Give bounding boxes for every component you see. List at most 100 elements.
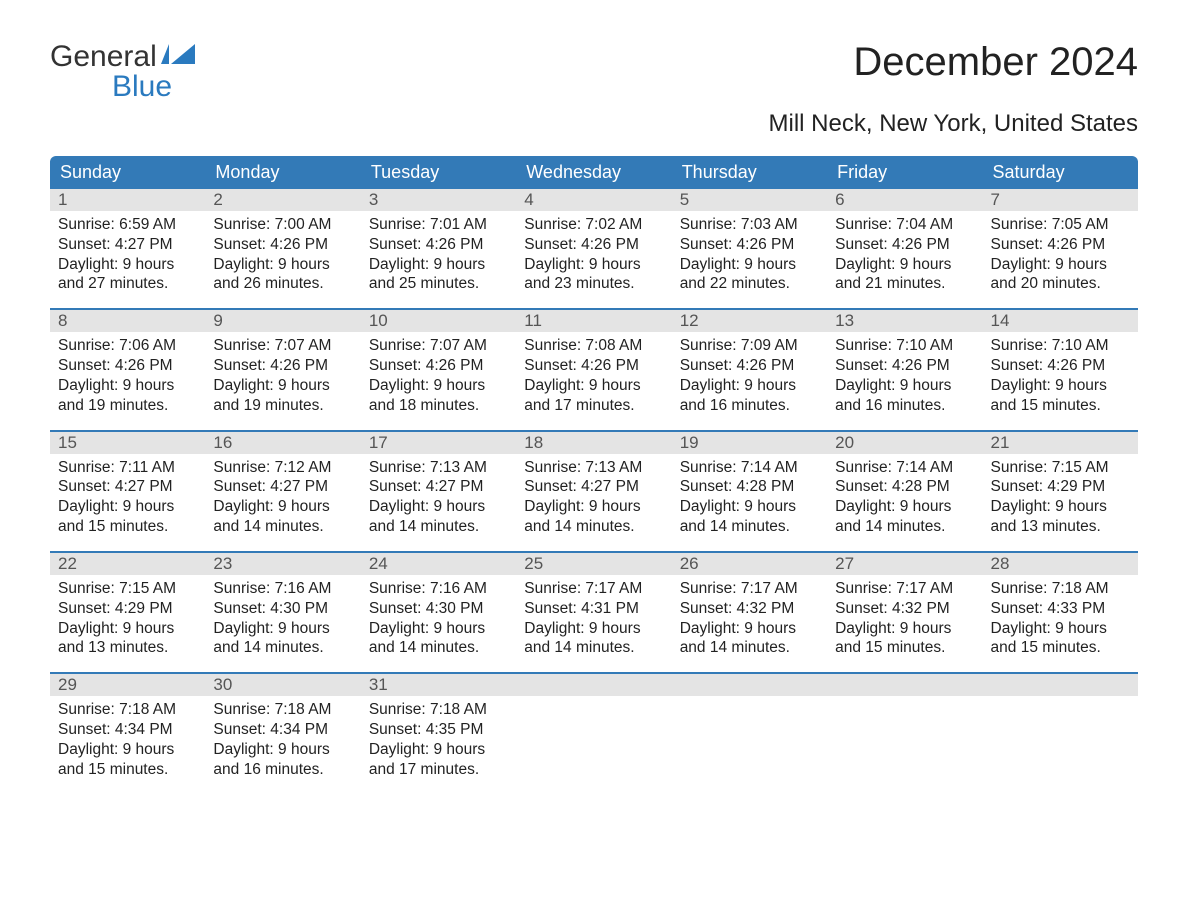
daylight-line2: and 19 minutes. (213, 396, 352, 416)
weekday-header: Friday (827, 156, 982, 189)
daylight-line2: and 19 minutes. (58, 396, 197, 416)
day-body: Sunrise: 7:17 AMSunset: 4:32 PMDaylight:… (672, 575, 827, 658)
daylight-line2: and 15 minutes. (991, 396, 1130, 416)
day-cell (983, 674, 1138, 793)
day-cell: 8Sunrise: 7:06 AMSunset: 4:26 PMDaylight… (50, 310, 205, 429)
day-number (516, 674, 671, 696)
sunrise-text: Sunrise: 7:03 AM (680, 215, 819, 235)
day-number: 20 (827, 432, 982, 454)
day-cell: 15Sunrise: 7:11 AMSunset: 4:27 PMDayligh… (50, 432, 205, 551)
sunset-text: Sunset: 4:26 PM (369, 356, 508, 376)
sunrise-text: Sunrise: 7:07 AM (369, 336, 508, 356)
daylight-line1: Daylight: 9 hours (213, 740, 352, 760)
sunset-text: Sunset: 4:26 PM (680, 235, 819, 255)
daylight-line1: Daylight: 9 hours (213, 619, 352, 639)
weekday-header: Sunday (50, 156, 205, 189)
sunset-text: Sunset: 4:26 PM (680, 356, 819, 376)
sunrise-text: Sunrise: 7:11 AM (58, 458, 197, 478)
sunrise-text: Sunrise: 7:17 AM (835, 579, 974, 599)
day-body: Sunrise: 7:15 AMSunset: 4:29 PMDaylight:… (983, 454, 1138, 537)
day-cell (827, 674, 982, 793)
day-cell: 18Sunrise: 7:13 AMSunset: 4:27 PMDayligh… (516, 432, 671, 551)
day-body: Sunrise: 7:14 AMSunset: 4:28 PMDaylight:… (672, 454, 827, 537)
daylight-line2: and 17 minutes. (524, 396, 663, 416)
day-body: Sunrise: 7:10 AMSunset: 4:26 PMDaylight:… (827, 332, 982, 415)
sunrise-text: Sunrise: 7:09 AM (680, 336, 819, 356)
day-number: 27 (827, 553, 982, 575)
day-number: 5 (672, 189, 827, 211)
sunrise-text: Sunrise: 7:16 AM (369, 579, 508, 599)
day-number: 30 (205, 674, 360, 696)
daylight-line2: and 18 minutes. (369, 396, 508, 416)
day-body: Sunrise: 7:14 AMSunset: 4:28 PMDaylight:… (827, 454, 982, 537)
day-body: Sunrise: 6:59 AMSunset: 4:27 PMDaylight:… (50, 211, 205, 294)
daylight-line2: and 15 minutes. (58, 760, 197, 780)
day-number: 24 (361, 553, 516, 575)
day-cell: 12Sunrise: 7:09 AMSunset: 4:26 PMDayligh… (672, 310, 827, 429)
day-number: 26 (672, 553, 827, 575)
daylight-line1: Daylight: 9 hours (680, 376, 819, 396)
sunset-text: Sunset: 4:26 PM (213, 356, 352, 376)
daylight-line1: Daylight: 9 hours (524, 619, 663, 639)
brand-bottom: Blue (50, 72, 195, 102)
weekday-header: Saturday (983, 156, 1138, 189)
sunrise-text: Sunrise: 7:16 AM (213, 579, 352, 599)
day-cell: 30Sunrise: 7:18 AMSunset: 4:34 PMDayligh… (205, 674, 360, 793)
daylight-line1: Daylight: 9 hours (835, 376, 974, 396)
daylight-line1: Daylight: 9 hours (213, 497, 352, 517)
day-number: 31 (361, 674, 516, 696)
day-body: Sunrise: 7:05 AMSunset: 4:26 PMDaylight:… (983, 211, 1138, 294)
daylight-line2: and 13 minutes. (991, 517, 1130, 537)
day-cell (672, 674, 827, 793)
day-number: 7 (983, 189, 1138, 211)
daylight-line1: Daylight: 9 hours (369, 376, 508, 396)
daylight-line1: Daylight: 9 hours (213, 255, 352, 275)
sunrise-text: Sunrise: 7:08 AM (524, 336, 663, 356)
daylight-line1: Daylight: 9 hours (369, 740, 508, 760)
daylight-line1: Daylight: 9 hours (58, 740, 197, 760)
day-cell: 27Sunrise: 7:17 AMSunset: 4:32 PMDayligh… (827, 553, 982, 672)
sunset-text: Sunset: 4:30 PM (369, 599, 508, 619)
day-cell: 23Sunrise: 7:16 AMSunset: 4:30 PMDayligh… (205, 553, 360, 672)
day-body: Sunrise: 7:07 AMSunset: 4:26 PMDaylight:… (361, 332, 516, 415)
day-number: 3 (361, 189, 516, 211)
day-body: Sunrise: 7:17 AMSunset: 4:32 PMDaylight:… (827, 575, 982, 658)
sunset-text: Sunset: 4:27 PM (58, 235, 197, 255)
day-number (827, 674, 982, 696)
sunrise-text: Sunrise: 7:12 AM (213, 458, 352, 478)
daylight-line1: Daylight: 9 hours (524, 255, 663, 275)
daylight-line2: and 23 minutes. (524, 274, 663, 294)
day-number: 25 (516, 553, 671, 575)
daylight-line1: Daylight: 9 hours (991, 376, 1130, 396)
day-body: Sunrise: 7:18 AMSunset: 4:34 PMDaylight:… (50, 696, 205, 779)
day-body: Sunrise: 7:08 AMSunset: 4:26 PMDaylight:… (516, 332, 671, 415)
day-body: Sunrise: 7:18 AMSunset: 4:33 PMDaylight:… (983, 575, 1138, 658)
daylight-line2: and 13 minutes. (58, 638, 197, 658)
sunrise-text: Sunrise: 7:07 AM (213, 336, 352, 356)
weekday-header: Monday (205, 156, 360, 189)
sunrise-text: Sunrise: 7:06 AM (58, 336, 197, 356)
daylight-line2: and 14 minutes. (369, 638, 508, 658)
sunset-text: Sunset: 4:30 PM (213, 599, 352, 619)
day-cell: 16Sunrise: 7:12 AMSunset: 4:27 PMDayligh… (205, 432, 360, 551)
day-cell: 17Sunrise: 7:13 AMSunset: 4:27 PMDayligh… (361, 432, 516, 551)
daylight-line2: and 16 minutes. (213, 760, 352, 780)
daylight-line2: and 14 minutes. (369, 517, 508, 537)
day-number: 21 (983, 432, 1138, 454)
sunrise-text: Sunrise: 7:15 AM (991, 458, 1130, 478)
sunrise-text: Sunrise: 7:10 AM (835, 336, 974, 356)
day-number: 28 (983, 553, 1138, 575)
sunrise-text: Sunrise: 7:13 AM (524, 458, 663, 478)
daylight-line2: and 14 minutes. (680, 638, 819, 658)
sunset-text: Sunset: 4:26 PM (991, 356, 1130, 376)
daylight-line1: Daylight: 9 hours (680, 619, 819, 639)
day-cell: 25Sunrise: 7:17 AMSunset: 4:31 PMDayligh… (516, 553, 671, 672)
sunrise-text: Sunrise: 7:13 AM (369, 458, 508, 478)
day-cell: 3Sunrise: 7:01 AMSunset: 4:26 PMDaylight… (361, 189, 516, 308)
day-number: 17 (361, 432, 516, 454)
daylight-line1: Daylight: 9 hours (58, 497, 197, 517)
weekday-header: Thursday (672, 156, 827, 189)
sunset-text: Sunset: 4:26 PM (524, 356, 663, 376)
day-body: Sunrise: 7:07 AMSunset: 4:26 PMDaylight:… (205, 332, 360, 415)
sunrise-text: Sunrise: 7:18 AM (991, 579, 1130, 599)
